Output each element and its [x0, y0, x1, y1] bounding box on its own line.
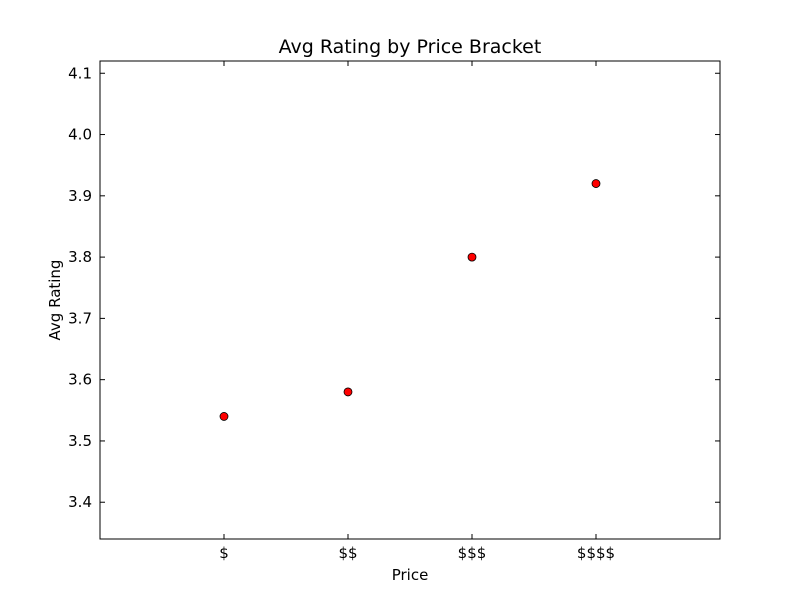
- x-tick-label: $: [219, 544, 229, 562]
- data-points: [219, 179, 601, 421]
- y-tick-label: 3.5: [68, 432, 92, 450]
- y-tick-label: 4.1: [68, 64, 92, 82]
- x-tick-label: $$$$: [577, 544, 615, 562]
- y-tick-label: 3.4: [68, 493, 92, 511]
- data-point: [591, 179, 601, 188]
- plot-area: [99, 60, 721, 540]
- y-tick-label: 3.6: [68, 371, 92, 389]
- y-axis-label: Avg Rating: [46, 260, 64, 341]
- data-point: [467, 252, 477, 262]
- x-axis-ticks: $ $$ $$$ $$$$: [219, 61, 615, 562]
- x-tick-label: $$$: [458, 544, 487, 562]
- x-axis-label: Price: [392, 566, 429, 584]
- y-tick-label: 4.0: [68, 126, 92, 144]
- data-point: [343, 387, 353, 397]
- x-tick-label: $$: [338, 544, 357, 562]
- y-tick-label: 3.8: [68, 248, 92, 266]
- y-tick-label: 3.9: [68, 187, 92, 205]
- data-point: [219, 412, 229, 421]
- y-tick-label: 3.7: [68, 309, 92, 327]
- chart-title: Avg Rating by Price Bracket: [279, 36, 542, 58]
- y-axis-ticks: 3.4 3.5 3.6 3.7 3.8 3.9 4.0 4.1: [68, 64, 720, 511]
